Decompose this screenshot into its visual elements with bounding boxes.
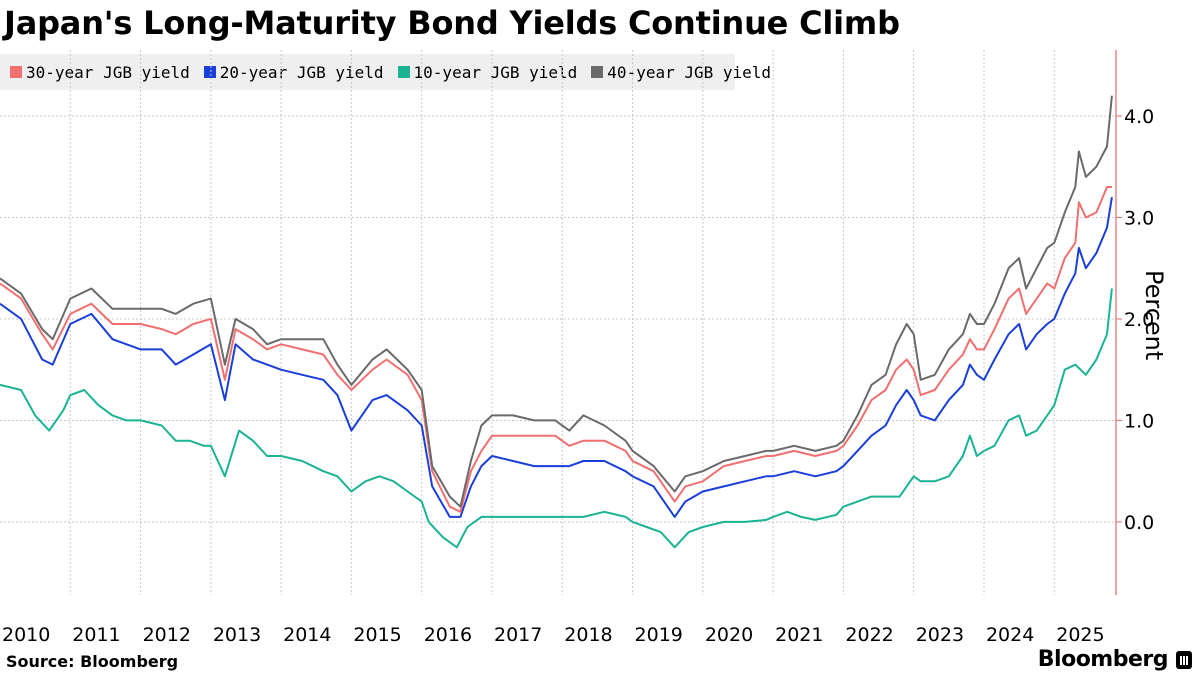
- chart-legend: 30-year JGB yield 20-year JGB yield 10-y…: [0, 54, 771, 90]
- x-tick-label: 2011: [72, 624, 120, 646]
- x-tick-label: 2014: [283, 624, 331, 646]
- series-line-1: [0, 197, 1113, 518]
- x-tick-label: 2016: [424, 624, 472, 646]
- legend-item-40y: 40-year JGB yield: [591, 63, 771, 82]
- legend-item-20y: 20-year JGB yield: [203, 62, 384, 82]
- x-tick-label: 2015: [353, 624, 401, 646]
- x-tick-label: 2013: [213, 624, 261, 646]
- x-tick-label: 2017: [494, 624, 542, 646]
- x-tick-label: 2025: [1056, 624, 1104, 646]
- x-tick-label: 2012: [143, 624, 191, 646]
- source-note: Source: Bloomberg: [6, 652, 179, 671]
- legend-swatch-40y: [591, 66, 604, 78]
- y-tick-label: 2.0: [1124, 309, 1154, 331]
- y-axis-label: Percent: [1140, 270, 1168, 361]
- legend-swatch-30y: [10, 66, 22, 78]
- x-tick-label: 2023: [916, 624, 964, 646]
- legend-swatch-10y: [397, 66, 410, 78]
- y-tick-label: 0.0: [1124, 512, 1154, 534]
- x-tick-label: 2020: [705, 624, 753, 646]
- legend-swatch-20y: [203, 66, 216, 78]
- series-line-3: [0, 95, 1113, 508]
- legend-label-30y: 30-year JGB yield: [26, 62, 190, 82]
- bloomberg-logo-icon: [1176, 651, 1192, 669]
- x-tick-label: 2021: [775, 624, 823, 646]
- y-tick-label: 4.0: [1124, 106, 1154, 128]
- x-tick-label: 2019: [635, 624, 683, 646]
- legend-label-20y: 20-year JGB yield: [219, 62, 384, 82]
- series-line-2: [0, 288, 1113, 549]
- legend-label-10y: 10-year JGB yield: [413, 62, 578, 82]
- legend-item-10y: 10-year JGB yield: [397, 62, 578, 82]
- x-tick-label: 2018: [564, 624, 612, 646]
- x-tick-label: 2010: [2, 624, 50, 646]
- x-tick-label: 2024: [986, 624, 1034, 646]
- chart-title: Japan's Long-Maturity Bond Yields Contin…: [4, 4, 900, 42]
- legend-item-30y: 30-year JGB yield: [10, 63, 190, 82]
- series-line-0: [0, 186, 1112, 513]
- y-tick-label: 3.0: [1124, 207, 1154, 229]
- legend-label-40y: 40-year JGB yield: [607, 62, 772, 82]
- y-tick-label: 1.0: [1124, 410, 1154, 432]
- brand-logo-text: Bloomberg: [1037, 647, 1169, 672]
- x-tick-label: 2022: [845, 624, 893, 646]
